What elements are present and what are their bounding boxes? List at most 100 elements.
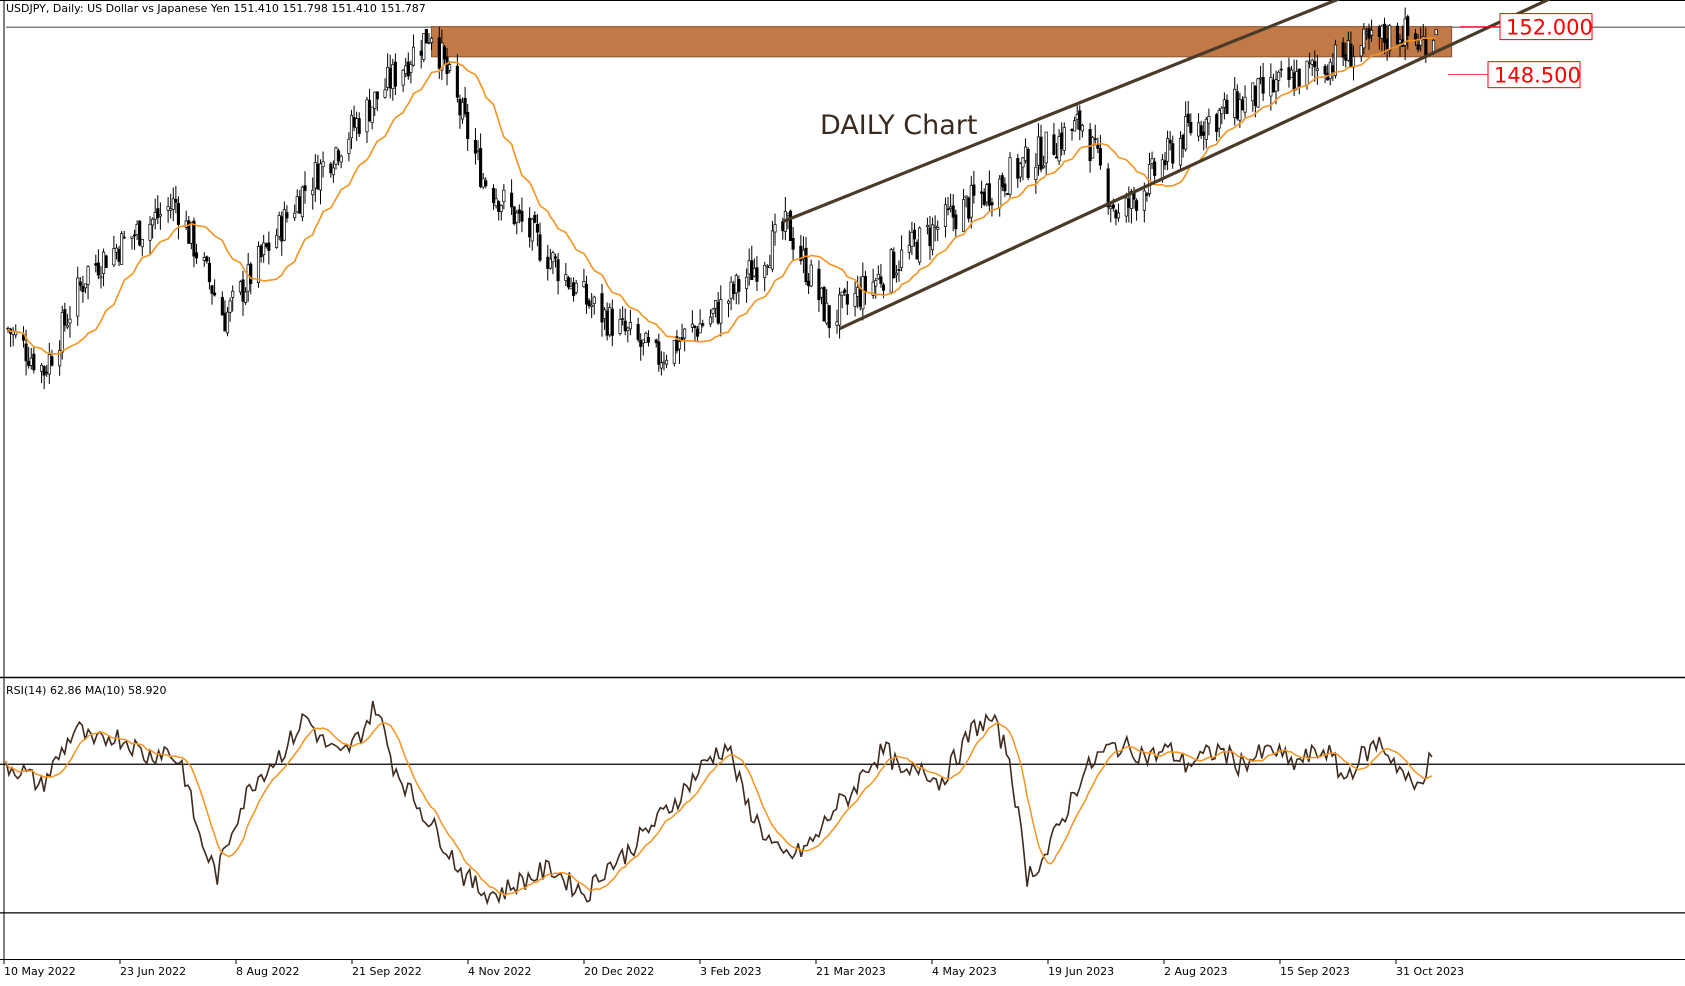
candle-body xyxy=(745,276,749,290)
candle-body xyxy=(972,184,976,196)
candle xyxy=(1168,131,1172,151)
candle xyxy=(972,170,976,204)
candle-body xyxy=(1364,31,1368,34)
candle-body xyxy=(349,114,354,139)
candle-body xyxy=(1382,23,1387,43)
candle-body xyxy=(936,227,940,230)
candle xyxy=(422,33,426,63)
candle-body xyxy=(370,106,374,123)
candle-body xyxy=(86,266,90,285)
candle xyxy=(76,266,80,326)
candle-body xyxy=(135,223,139,235)
candle xyxy=(817,260,821,312)
candle-body xyxy=(460,101,465,120)
candle-body xyxy=(827,305,831,329)
x-tick-label: 4 Nov 2022 xyxy=(468,965,531,978)
candle-body xyxy=(892,251,896,279)
candle-body xyxy=(156,208,160,219)
candle-body xyxy=(569,285,573,290)
candle xyxy=(1008,152,1012,198)
candle xyxy=(840,291,844,309)
candle-body xyxy=(411,46,416,66)
candle xyxy=(370,106,374,130)
candle-body xyxy=(1204,118,1208,140)
candle xyxy=(120,231,124,265)
candle-body xyxy=(510,192,514,208)
candle-body xyxy=(223,312,227,332)
candle-body xyxy=(665,359,669,365)
candle-body xyxy=(788,210,793,242)
candle-body xyxy=(295,196,299,213)
candle-body xyxy=(132,234,137,237)
candle xyxy=(533,211,537,224)
candle-body xyxy=(192,220,196,257)
candle xyxy=(499,204,503,221)
candle xyxy=(347,132,351,162)
candle xyxy=(1362,23,1366,55)
candle xyxy=(931,217,935,256)
candle xyxy=(510,179,514,215)
candle-body xyxy=(907,244,911,253)
candle-body xyxy=(427,41,431,44)
candle-body xyxy=(628,322,632,330)
level-box xyxy=(1499,13,1593,41)
candle xyxy=(65,314,69,330)
candle-body xyxy=(334,147,338,165)
candle-body xyxy=(1305,60,1309,86)
candle xyxy=(1098,135,1102,170)
candle xyxy=(1261,62,1265,101)
candle-body xyxy=(515,212,519,223)
candle xyxy=(241,270,245,316)
candle-body xyxy=(773,224,777,233)
candle-body xyxy=(987,183,991,206)
candle-body xyxy=(1380,25,1384,39)
candle-body xyxy=(65,324,69,328)
candle xyxy=(1341,37,1345,67)
candle xyxy=(804,236,808,286)
candle-body xyxy=(151,218,155,226)
candle-body xyxy=(352,117,356,128)
candle-body xyxy=(466,111,470,140)
candle-body xyxy=(961,199,966,232)
candle xyxy=(331,160,335,183)
x-axis: 10 May 2022 23 Jun 2022 8 Aug 2022 21 Sep 2… xyxy=(3,960,1464,978)
candle xyxy=(174,186,178,214)
candle xyxy=(628,309,632,336)
candle-body xyxy=(202,257,206,261)
candle xyxy=(479,133,483,189)
candle-body xyxy=(750,260,754,281)
candle-body xyxy=(1184,116,1188,150)
candle-body xyxy=(27,360,31,367)
candle xyxy=(311,177,315,210)
candle-body xyxy=(879,276,883,284)
candle xyxy=(473,128,477,165)
candle-body xyxy=(1116,212,1121,219)
candle xyxy=(466,103,470,151)
candle-body xyxy=(1039,136,1043,170)
candle-body xyxy=(1398,39,1402,43)
candle-body xyxy=(998,178,1002,209)
candle-body xyxy=(96,262,100,276)
candle-body xyxy=(1261,76,1265,94)
candle-body xyxy=(375,91,379,100)
candle xyxy=(262,234,266,263)
candle xyxy=(228,297,232,322)
candle-body xyxy=(277,215,281,237)
candle-body xyxy=(1163,160,1167,166)
candle-body xyxy=(476,150,480,153)
candle-body xyxy=(763,265,767,278)
candle-body xyxy=(339,155,343,163)
candle-body xyxy=(225,311,230,334)
candle-body xyxy=(117,248,121,262)
candle-body xyxy=(584,284,589,305)
x-tick-label: 10 May 2022 xyxy=(4,965,76,978)
candle xyxy=(1093,124,1097,146)
candle xyxy=(1078,105,1082,141)
candle xyxy=(1220,106,1224,125)
candle xyxy=(424,29,428,44)
candle xyxy=(393,53,397,96)
candle-body xyxy=(711,308,715,314)
candle xyxy=(158,202,162,230)
candle xyxy=(112,235,116,268)
